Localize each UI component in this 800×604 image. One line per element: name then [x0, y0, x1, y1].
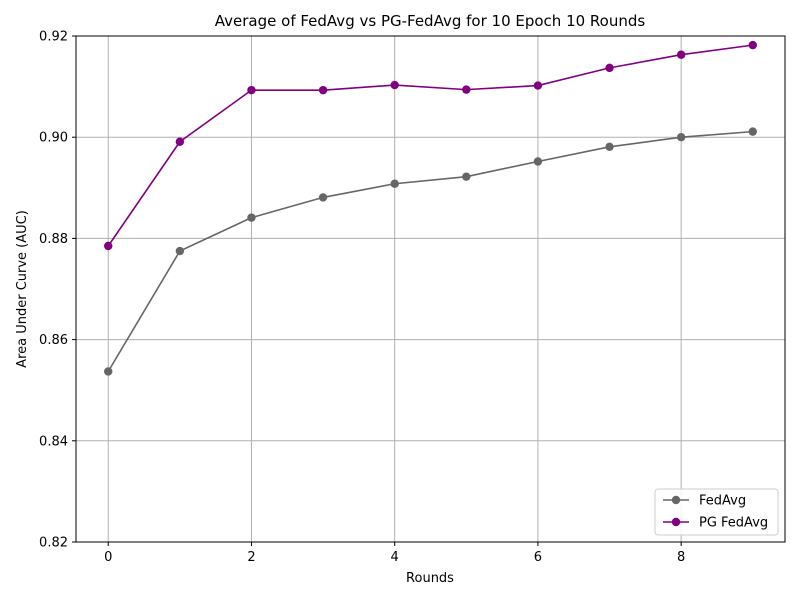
data-point-fedavg — [676, 133, 686, 142]
data-point-fedavg — [175, 246, 185, 256]
x-tick-label: 4 — [391, 550, 399, 565]
legend-swatch-marker — [671, 495, 681, 505]
series-fedavg — [104, 127, 757, 376]
series-pg-fedavg — [104, 40, 757, 251]
legend-label: PG FedAvg — [699, 516, 768, 531]
data-point-pg-fedavg — [175, 137, 185, 146]
data-point-pg-fedavg — [462, 85, 471, 94]
x-axis-label: Rounds — [406, 571, 454, 586]
series-line-fedavg — [107, 130, 753, 372]
x-tick-label: 6 — [534, 550, 542, 565]
data-point-pg-fedavg — [533, 81, 543, 90]
data-point-fedavg — [748, 127, 757, 136]
y-tick-label: 0.92 — [39, 30, 68, 45]
data-point-fedavg — [462, 172, 471, 181]
x-tick-label: 8 — [677, 550, 685, 565]
series-line-pg-fedavg — [107, 44, 753, 247]
data-point-fedavg — [605, 142, 614, 152]
y-tick-label: 0.88 — [39, 232, 68, 247]
x-tick-label: 2 — [247, 550, 255, 565]
chart-title: Average of FedAvg vs PG-FedAvg for 10 Ep… — [215, 12, 646, 30]
data-point-pg-fedavg — [605, 63, 614, 73]
legend-item: FedAvg — [663, 494, 746, 509]
y-tick-label: 0.90 — [39, 131, 68, 146]
data-point-fedavg — [104, 367, 113, 376]
series-layer — [104, 40, 757, 376]
data-point-fedavg — [247, 213, 256, 222]
legend-label: FedAvg — [699, 494, 746, 509]
data-point-pg-fedavg — [247, 85, 256, 95]
y-tick-label: 0.82 — [39, 536, 68, 551]
data-point-pg-fedavg — [104, 241, 113, 251]
data-point-pg-fedavg — [390, 80, 399, 90]
legend-swatch-marker — [671, 517, 681, 527]
x-tick-label: 0 — [104, 550, 112, 565]
plot-frame — [75, 35, 786, 543]
data-point-fedavg — [318, 193, 328, 202]
tick-layer: 0 2 4 6 8 0.82 0.84 0.86 0.88 0.90 0.92 — [39, 30, 685, 566]
legend-item: PG FedAvg — [663, 516, 768, 531]
data-point-fedavg — [533, 157, 543, 166]
data-point-pg-fedavg — [676, 50, 686, 59]
data-point-pg-fedavg — [318, 85, 328, 95]
y-axis-label: Area Under Curve (AUC) — [15, 210, 30, 368]
y-tick-label: 0.86 — [39, 333, 68, 348]
data-point-fedavg — [390, 179, 399, 188]
y-tick-label: 0.84 — [39, 434, 68, 449]
data-point-pg-fedavg — [748, 40, 757, 50]
grid-layer — [76, 35, 785, 543]
legend: FedAvg PG FedAvg — [654, 488, 779, 536]
